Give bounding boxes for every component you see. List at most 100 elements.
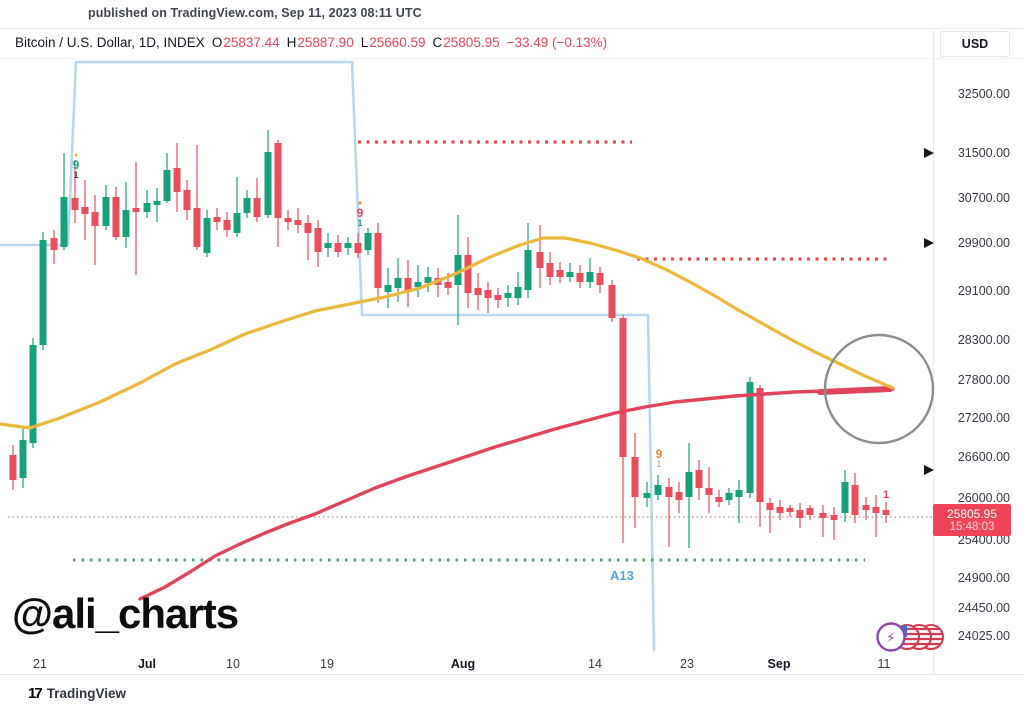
candlestick — [862, 497, 870, 520]
candlestick — [153, 188, 161, 222]
td-count-glyph: 1 — [656, 459, 662, 469]
last-price-badge: 25805.95 15:48:03 — [933, 504, 1011, 536]
td-sequential-count-label: ● 9 1 — [357, 200, 364, 228]
price-axis-label: 29900.00 — [957, 236, 1010, 250]
candlestick — [654, 475, 662, 500]
time-axis-label: Jul — [137, 657, 157, 671]
td-count-glyph: 9 — [72, 158, 80, 172]
candlestick — [334, 235, 342, 257]
chart-legend[interactable]: Bitcoin / U.S. Dollar, 1D, INDEX O 25837.… — [15, 35, 607, 50]
time-axis-divider — [0, 674, 1024, 675]
candlestick — [494, 288, 502, 308]
candlestick — [213, 208, 221, 230]
candlestick — [71, 160, 79, 223]
yellow-moving-average-line — [0, 236, 895, 430]
candlestick — [830, 507, 838, 540]
td-count-glyph: 9 — [356, 206, 364, 220]
symbol-title[interactable]: Bitcoin / U.S. Dollar, 1D, INDEX — [15, 35, 205, 50]
candlestick — [576, 265, 584, 288]
candlestick — [91, 195, 99, 265]
ohlc-close: C 25805.95 — [432, 35, 500, 50]
candlestick — [253, 178, 261, 222]
candlestick — [566, 263, 574, 282]
price-axis-label: 32500.00 — [957, 87, 1010, 101]
candlestick — [233, 177, 241, 237]
time-axis-label: 14 — [588, 657, 602, 671]
td-sequential-count-label: ● 9 1 — [73, 152, 80, 180]
price-axis-label: 27200.00 — [957, 411, 1010, 425]
candlestick — [223, 212, 231, 237]
candlestick — [608, 280, 616, 322]
price-axis-label: 24900.00 — [957, 571, 1010, 585]
candlestick — [122, 182, 130, 248]
candlestick — [304, 215, 312, 260]
candlestick — [695, 460, 703, 500]
time-axis-label: 21 — [33, 657, 47, 671]
candlestick — [819, 505, 827, 537]
candlestick — [193, 145, 201, 250]
candlestick — [364, 228, 372, 255]
price-axis-label: 26000.00 — [957, 491, 1010, 505]
candlestick — [715, 490, 723, 507]
candlestick — [474, 273, 482, 310]
index-source-logos: ⚡ — [876, 622, 944, 652]
price-marker-arrow-icon — [924, 238, 934, 248]
candlestick — [631, 433, 639, 528]
price-change: −33.49 (−0.13%) — [506, 35, 608, 50]
td-count-glyph: 1 — [882, 489, 890, 501]
candlestick — [546, 252, 554, 285]
tradingview-attribution[interactable]: 17 TradingView — [28, 685, 126, 702]
candlestick — [556, 262, 564, 283]
candlestick — [264, 130, 272, 218]
candlestick — [454, 215, 462, 325]
candlestick — [132, 162, 140, 275]
ohlc-open: O 25837.44 — [211, 35, 280, 50]
candlestick — [596, 267, 604, 293]
red-moving-average-line — [138, 387, 895, 601]
td-count-glyph: ● — [73, 152, 79, 159]
candlestick — [619, 315, 627, 543]
candlestick — [872, 495, 880, 537]
blue-step-indicator-line — [0, 60, 656, 652]
svg-text:⚡: ⚡ — [886, 630, 895, 645]
candlestick — [675, 482, 683, 513]
candlestick — [374, 223, 382, 303]
candlestick — [243, 190, 251, 218]
price-axis-divider — [933, 30, 934, 674]
tradingview-brand-text: TradingView — [46, 686, 126, 701]
candlestick — [464, 237, 472, 308]
candlestick — [882, 502, 890, 523]
author-watermark: @ali_charts — [12, 590, 239, 637]
a13-annotation-label: A13 — [610, 568, 634, 583]
candlestick — [9, 445, 17, 490]
candlestick — [756, 385, 764, 527]
price-axis-label: 30700.00 — [957, 191, 1010, 205]
price-marker-arrow-icon — [924, 465, 934, 475]
candlestick — [60, 153, 68, 250]
candlestick — [414, 265, 422, 297]
candlestick — [746, 377, 754, 498]
time-axis-label: 19 — [320, 657, 334, 671]
price-axis-label: 25400.00 — [957, 533, 1010, 547]
candlestick — [344, 237, 352, 255]
time-axis-label: 23 — [680, 657, 694, 671]
candlestick — [735, 480, 743, 523]
candlestick — [643, 482, 651, 507]
candlestick — [102, 185, 110, 230]
time-axis-label: 10 — [226, 657, 240, 671]
candlestick — [851, 473, 859, 523]
candlestick — [183, 180, 191, 220]
tradingview-logo-icon: 17 — [28, 685, 43, 702]
candlestick — [143, 190, 151, 218]
candlestick — [786, 505, 794, 517]
candlestick — [665, 478, 673, 547]
candlestick — [776, 500, 784, 520]
price-axis-label: 24450.00 — [957, 601, 1010, 615]
currency-toggle-button[interactable]: USD — [940, 31, 1010, 57]
td-count-glyph: 9 — [655, 447, 663, 461]
time-axis-label: 11 — [877, 657, 891, 671]
candlestick — [294, 208, 302, 233]
time-axis-label: Aug — [450, 657, 476, 671]
